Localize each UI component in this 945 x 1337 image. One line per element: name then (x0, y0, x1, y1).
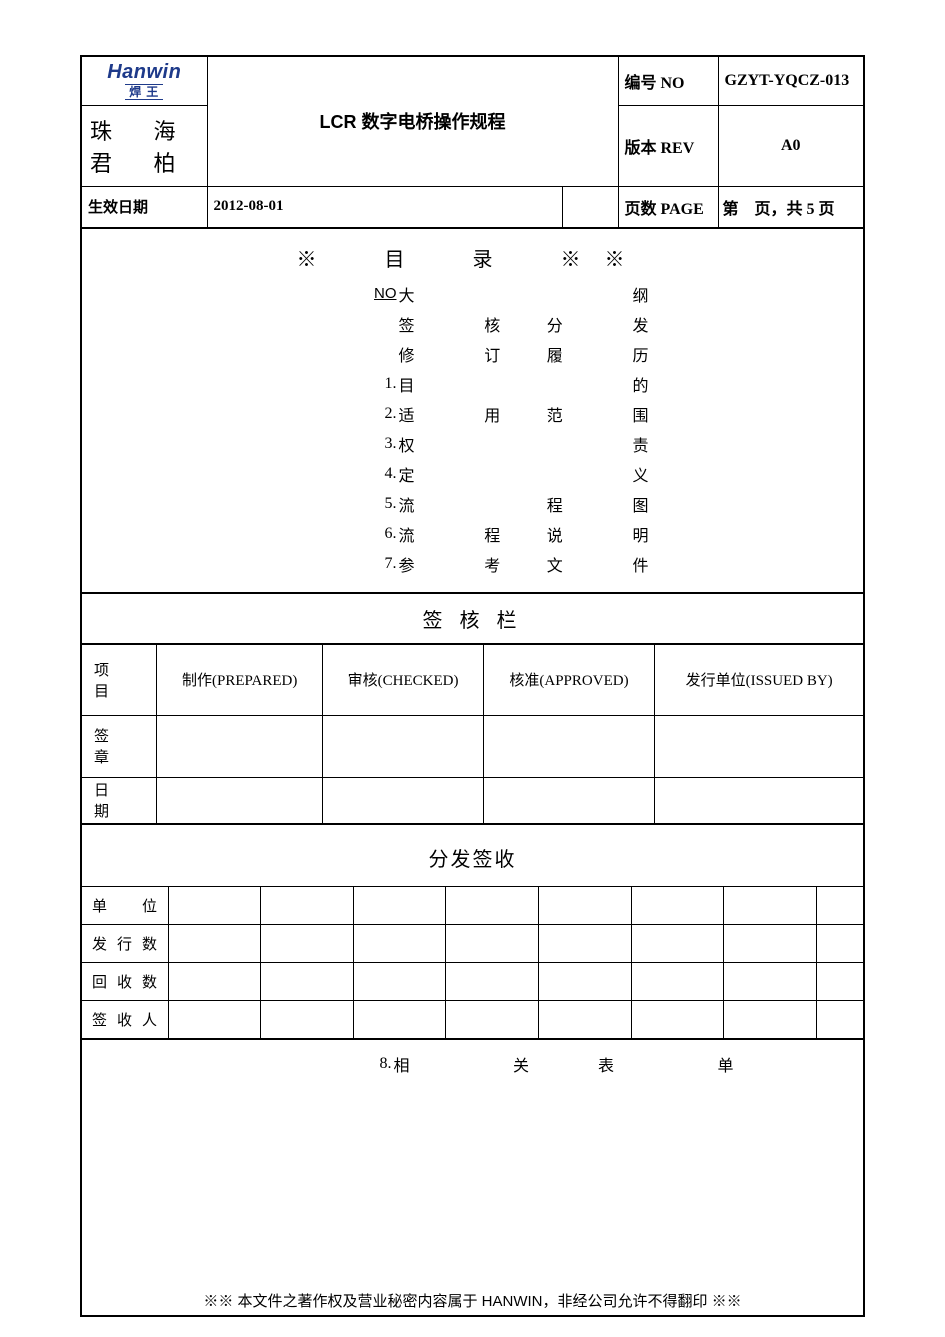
toc-row-no: 3. (297, 430, 397, 458)
toc-row-text: 参考文件 (399, 552, 649, 576)
toc-table: NO大纲签核分发修订履历1.目的2.适用范围3.权责4.定义5.流程图6.流程说… (295, 278, 651, 580)
dist-section: 分发签收 单 位发行数回收数签收人 (82, 823, 863, 1040)
checked-sig (323, 715, 483, 777)
dist-title: 分发签收 (82, 825, 863, 886)
toc-section: ※ 目 录 ※※ NO大纲签核分发修订履历1.目的2.适用范围3.权责4.定义5… (82, 229, 863, 592)
dist-cell (446, 1001, 539, 1039)
dist-table: 单 位发行数回收数签收人 (82, 886, 863, 1040)
toc-row-text: 签核分发 (399, 312, 649, 336)
dist-cell (353, 963, 446, 1001)
dist-cell (631, 963, 724, 1001)
toc-title: ※ 目 录 ※※ (82, 243, 863, 272)
prepared-date (157, 777, 323, 823)
dist-cell (446, 963, 539, 1001)
dist-cell (261, 1001, 354, 1039)
toc-no-head: NO (374, 285, 397, 302)
dist-cell (168, 925, 261, 963)
dist-cell (817, 963, 863, 1001)
approved-label: 核准(APPROVED) (483, 644, 655, 715)
toc-row-no (297, 340, 397, 368)
dist-cell (539, 963, 632, 1001)
dist-cell (353, 887, 446, 925)
dist-cell (353, 925, 446, 963)
toc-row-no: 5. (297, 490, 397, 518)
rev-value: A0 (718, 105, 863, 186)
dist-cell (446, 887, 539, 925)
sign-table: 项 目 制作(PREPARED) 审核(CHECKED) 核准(APPROVED… (82, 644, 863, 824)
page-label: 页数 PAGE (618, 186, 718, 228)
rev-label: 版本 REV (618, 105, 718, 186)
no-value: GZYT-YQCZ-013 (718, 57, 863, 105)
issued-date (655, 777, 863, 823)
checked-label: 审核(CHECKED) (323, 644, 483, 715)
dist-cell (168, 1001, 261, 1039)
dist-cell (631, 925, 724, 963)
dist-cell (168, 963, 261, 1001)
dist-cell (539, 887, 632, 925)
header-table: Hanwin 焊 王 LCR 数字电桥操作规程 编号 NO GZYT-YQCZ-… (82, 57, 863, 229)
toc-row-no (297, 310, 397, 338)
prepared-label: 制作(PREPARED) (157, 644, 323, 715)
spacer (82, 1088, 863, 1291)
approved-date (483, 777, 655, 823)
toc-row-no: 4. (297, 460, 397, 488)
dist-cell (261, 963, 354, 1001)
item-label: 项 目 (82, 644, 157, 715)
eff-date-label: 生效日期 (82, 186, 207, 228)
dist-cell (631, 887, 724, 925)
dist-row-label: 发行数 (82, 925, 168, 963)
dist-cell (724, 1001, 817, 1039)
toc-row-no: 1. (297, 370, 397, 398)
dist-cell (261, 925, 354, 963)
sig-label: 签 章 (82, 715, 157, 777)
toc-extra-text: 相关表单 (394, 1052, 734, 1076)
issued-label: 发行单位(ISSUED BY) (655, 644, 863, 715)
date-label: 日 期 (82, 777, 157, 823)
logo-sub: 焊 王 (125, 84, 163, 100)
prepared-sig (157, 715, 323, 777)
dist-row-label: 单 位 (82, 887, 168, 925)
dist-cell (724, 963, 817, 1001)
blank-cell (562, 186, 618, 228)
approved-sig (483, 715, 655, 777)
eff-date-value: 2012-08-01 (207, 186, 562, 228)
toc-row-text: 适用范围 (399, 402, 649, 426)
no-label: 编号 NO (618, 57, 718, 105)
checked-date (323, 777, 483, 823)
toc-row-no: 2. (297, 400, 397, 428)
page-value: 第 页，共 5 页 (718, 186, 863, 228)
toc-row-text: 流程说明 (399, 522, 649, 546)
dist-cell (817, 925, 863, 963)
dist-cell (539, 925, 632, 963)
dist-cell (724, 925, 817, 963)
company-name: 珠 海 君 柏 (82, 105, 207, 186)
dist-cell (817, 887, 863, 925)
dist-cell (631, 1001, 724, 1039)
dist-row-label: 签收人 (82, 1001, 168, 1039)
dist-cell (724, 887, 817, 925)
dist-row-label: 回收数 (82, 963, 168, 1001)
dist-cell (261, 887, 354, 925)
page-container: Hanwin 焊 王 LCR 数字电桥操作规程 编号 NO GZYT-YQCZ-… (80, 55, 865, 1317)
logo-main: Hanwin (107, 62, 181, 82)
dist-cell (353, 1001, 446, 1039)
toc-extra-no: 8. (212, 1042, 392, 1086)
dist-cell (446, 925, 539, 963)
sign-title: 签 核 栏 (82, 592, 863, 644)
toc-row-no: 6. (297, 520, 397, 548)
footer-note: ※※ 本文件之著作权及营业秘密内容属于 HANWIN，非经公司允许不得翻印 ※※ (82, 1290, 863, 1315)
logo-cell: Hanwin 焊 王 (82, 57, 207, 105)
dist-cell (168, 887, 261, 925)
issued-sig (655, 715, 863, 777)
toc-row-text: 修订履历 (399, 342, 649, 366)
doc-title: LCR 数字电桥操作规程 (207, 57, 618, 186)
toc-row-text: 定义 (399, 462, 649, 486)
toc-row-text: 目的 (399, 372, 649, 396)
toc-extra-row: 8. 相关表单 (210, 1040, 736, 1088)
dist-cell (817, 1001, 863, 1039)
dist-cell (539, 1001, 632, 1039)
toc-row-text: 权责 (399, 432, 649, 456)
toc-row-no: 7. (297, 550, 397, 578)
toc-row-text: 流程图 (399, 492, 649, 516)
